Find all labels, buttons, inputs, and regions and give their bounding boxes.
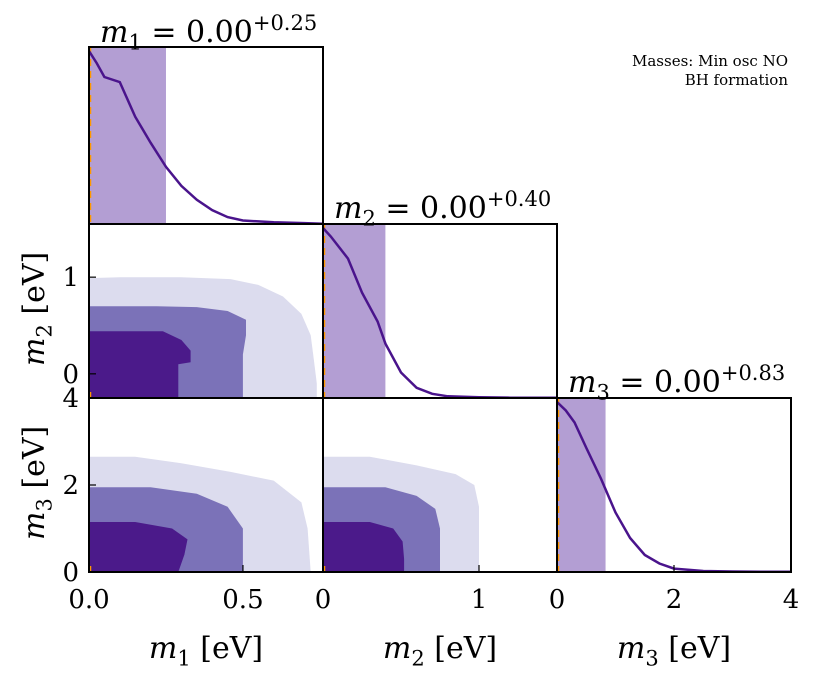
annotation-line2: BH formation — [685, 71, 789, 89]
panel-title: m2 = 0.00+0.40 — [334, 187, 551, 231]
y-axis-label-sub: 3 — [33, 498, 57, 511]
contour-1sigma — [323, 522, 405, 572]
x-axis-label-symbol: m — [383, 631, 411, 666]
panel-m2-marginal: m2 = 0.00+0.40 — [322, 187, 558, 399]
panel-title-sub: 2 — [362, 207, 375, 231]
panel-title-sup: +0.83 — [721, 361, 785, 385]
y-tick-label: 2 — [62, 471, 79, 501]
plot-area — [323, 456, 479, 572]
plot-area — [557, 398, 791, 572]
y-axis-label-rest: [eV] — [17, 426, 52, 498]
plot-area — [323, 224, 557, 398]
plot-area — [89, 277, 317, 398]
x-tick-label: 4 — [783, 585, 800, 615]
panel-title-sub: 3 — [596, 381, 609, 405]
x-axis-label-symbol: m — [149, 631, 177, 666]
panel-title-rest: = 0.00 — [610, 365, 721, 400]
panel-title-symbol: m — [568, 365, 596, 400]
x-axis-label: m1 [eV] — [149, 631, 263, 671]
panel-title-rest: = 0.00 — [376, 191, 487, 226]
panel-title: m3 = 0.00+0.83 — [568, 361, 785, 405]
y-axis-label-symbol: m — [17, 512, 52, 540]
panel-title-rest: = 0.00 — [142, 15, 253, 50]
y-tick-label: 0 — [62, 558, 79, 588]
annotation-line1: Masses: Min osc NO — [632, 52, 788, 70]
contour-1sigma — [89, 331, 191, 398]
credible-band — [557, 398, 606, 572]
y-axis-label-rest: [eV] — [17, 252, 52, 324]
y-axis-label: m2 [eV] — [17, 252, 57, 366]
x-tick-label: 0 — [549, 585, 566, 615]
panel-title-symbol: m — [100, 15, 128, 50]
x-tick-label: 0.0 — [68, 585, 109, 615]
credible-band — [89, 47, 166, 224]
credible-band — [323, 224, 386, 398]
panel-m1-marginal: m1 = 0.00+0.25 — [88, 11, 324, 225]
y-axis-label-symbol: m — [17, 338, 52, 366]
panel-title-symbol: m — [334, 191, 362, 226]
panel-title-sup: +0.25 — [253, 11, 317, 35]
panel-frame — [322, 397, 558, 573]
panel-title-sub: 1 — [128, 31, 141, 55]
x-axis-label-rest: [eV] — [659, 631, 731, 666]
panel-m3-axis: 0 2 4 m3 [eV] — [549, 565, 800, 671]
panel-title-sup: +0.40 — [487, 187, 551, 211]
x-axis-label: m3 [eV] — [617, 631, 731, 671]
x-axis-label: m2 [eV] — [383, 631, 497, 671]
y-axis-label-sub: 2 — [33, 324, 57, 337]
y-tick-label: 4 — [62, 384, 79, 414]
panel-m2-m3: 0 1 m2 [eV] — [315, 397, 558, 671]
x-tick-label: 2 — [666, 585, 683, 615]
plot-area — [89, 47, 323, 224]
panel-title: m1 = 0.00+0.25 — [100, 11, 317, 55]
y-tick-label: 1 — [62, 263, 79, 293]
x-axis-label-sub: 3 — [645, 647, 658, 671]
y-axis-label: m3 [eV] — [17, 426, 57, 540]
x-tick-label: 0 — [315, 585, 332, 615]
x-axis-label-rest: [eV] — [425, 631, 497, 666]
x-tick-label: 0.5 — [222, 585, 263, 615]
x-axis-label-sub: 1 — [177, 647, 190, 671]
plot-area — [89, 456, 311, 572]
contour-1sigma — [89, 522, 188, 572]
x-axis-label-symbol: m — [617, 631, 645, 666]
x-axis-label-sub: 2 — [411, 647, 424, 671]
y-tick-label: 0 — [62, 360, 79, 390]
posterior-curve — [89, 50, 323, 224]
x-tick-label: 1 — [471, 585, 488, 615]
panel-m3-marginal: m3 = 0.00+0.83 — [556, 361, 792, 573]
x-axis-label-rest: [eV] — [191, 631, 263, 666]
